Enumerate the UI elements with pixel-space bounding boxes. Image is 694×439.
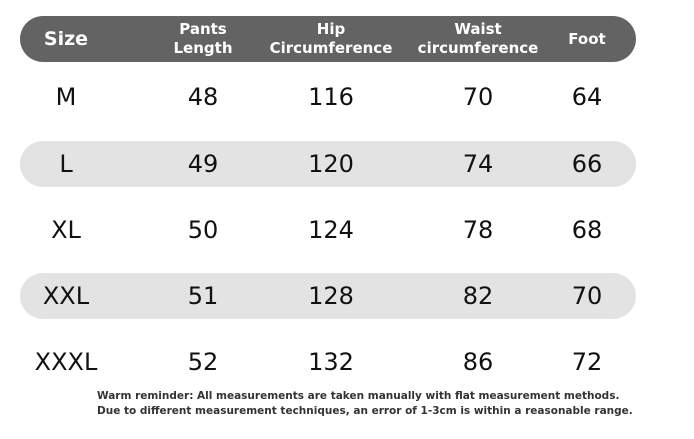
pants-length-cell: 49 (187, 150, 219, 178)
size-chart-table: Size Pants Length Hip Circumference Wais… (20, 16, 636, 376)
waist-cell: 74 (462, 150, 494, 178)
header-foot: Foot (568, 29, 606, 48)
foot-cell: 70 (571, 282, 603, 310)
foot-cell: 66 (571, 150, 603, 178)
header-waist-circumference: Waist circumference (417, 20, 539, 57)
size-cell: XXXL (34, 348, 98, 376)
pants-length-cell: 48 (187, 83, 219, 111)
hip-cell: 116 (308, 83, 354, 111)
size-cell: M (55, 83, 77, 111)
note-line-1: Warm reminder: All measurements are take… (97, 390, 620, 402)
note-line-2: Due to different measurement techniques,… (97, 405, 633, 417)
header-hip-circumference: Hip Circumference (269, 20, 393, 57)
table-row: XXXL 52 132 86 72 (20, 339, 636, 385)
size-cell: XL (51, 216, 81, 244)
size-cell: XXL (42, 282, 90, 310)
table-row: L 49 120 74 66 (20, 141, 636, 187)
foot-cell: 64 (571, 83, 603, 111)
waist-cell: 78 (462, 216, 494, 244)
size-cell: L (59, 150, 73, 178)
hip-cell: 124 (308, 216, 354, 244)
hip-cell: 120 (308, 150, 354, 178)
header-pants-length: Pants Length (173, 20, 233, 57)
table-row: XXL 51 128 82 70 (20, 273, 636, 319)
foot-cell: 68 (571, 216, 603, 244)
waist-cell: 70 (462, 83, 494, 111)
waist-cell: 86 (462, 348, 494, 376)
waist-cell: 82 (462, 282, 494, 310)
pants-length-cell: 52 (187, 348, 219, 376)
foot-cell: 72 (571, 348, 603, 376)
hip-cell: 132 (308, 348, 354, 376)
table-header-row: Size Pants Length Hip Circumference Wais… (20, 16, 636, 62)
table-row: XL 50 124 78 68 (20, 207, 636, 253)
table-row: M 48 116 70 64 (20, 74, 636, 120)
pants-length-cell: 51 (187, 282, 219, 310)
pants-length-cell: 50 (187, 216, 219, 244)
header-size: Size (43, 27, 89, 50)
measurement-note: Warm reminder: All measurements are take… (97, 389, 687, 419)
hip-cell: 128 (308, 282, 354, 310)
